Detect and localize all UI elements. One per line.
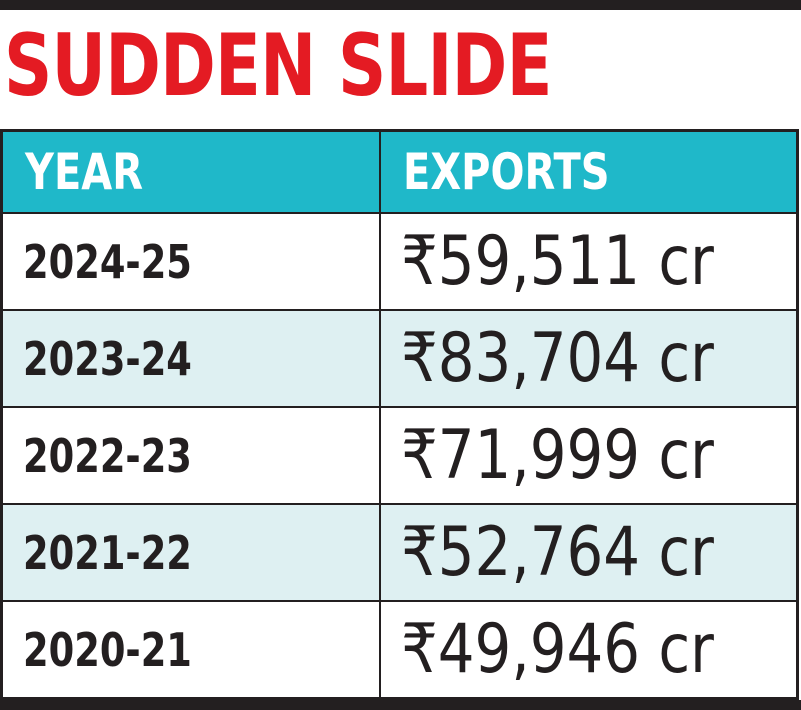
table-row-exports: ₹52,764 cr xyxy=(381,505,796,600)
table-row-year: 2021-22 xyxy=(3,505,379,600)
table-row-year: 2024-25 xyxy=(3,214,379,309)
table-row-exports: ₹83,704 cr xyxy=(381,311,796,406)
table-row-exports: ₹59,511 cr xyxy=(381,214,796,309)
top-rule xyxy=(0,0,801,10)
header-exports: EXPORTS xyxy=(381,132,796,212)
exports-table: YEAR EXPORTS 2024-25 ₹59,511 cr 2023-24 … xyxy=(0,129,799,700)
chart-title: SUDDEN SLIDE xyxy=(4,16,552,116)
table-row-year: 2022-23 xyxy=(3,408,379,503)
table-row-exports: ₹71,999 cr xyxy=(381,408,796,503)
table-row-year: 2023-24 xyxy=(3,311,379,406)
table-row-exports: ₹49,946 cr xyxy=(381,602,796,697)
header-year: YEAR xyxy=(3,132,379,212)
table-row-year: 2020-21 xyxy=(3,602,379,697)
bottom-rule xyxy=(0,700,801,710)
